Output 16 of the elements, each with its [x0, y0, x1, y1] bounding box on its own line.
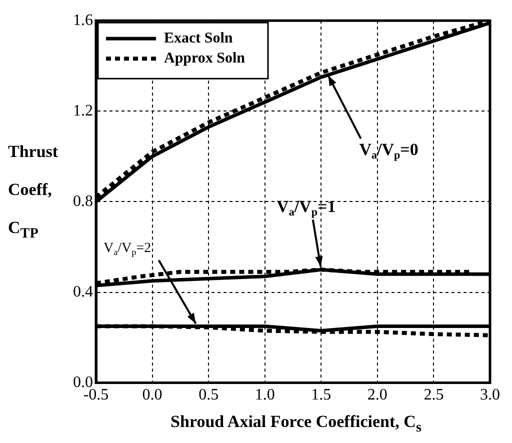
x-tick-label: 0.0 — [142, 386, 162, 404]
y-tick-label: 0.8 — [73, 192, 93, 210]
x-tick-label: 1.0 — [254, 386, 275, 404]
x-axis-title: Shroud Axial Force Coefficient, C$_{s}$ — [170, 412, 422, 436]
x-tick-label: 2.5 — [424, 386, 444, 404]
y-tick-label: 1.6 — [73, 12, 93, 29]
y-tick-label: 0.4 — [73, 283, 93, 300]
x-tick-label: 3.0 — [480, 386, 500, 404]
legend-label: Approx Soln — [164, 50, 246, 66]
x-tick-label: 1.5 — [311, 386, 332, 404]
y-tick-label: 1.2 — [73, 102, 93, 120]
x-tick-label: 2.0 — [367, 386, 388, 404]
legend-label: Exact Soln — [164, 30, 234, 46]
x-tick-label: -0.5 — [83, 386, 109, 404]
y-axis-title: Thrust Coeff, C$_{TP}$ — [8, 141, 60, 244]
x-tick-label: 0.5 — [198, 386, 219, 404]
